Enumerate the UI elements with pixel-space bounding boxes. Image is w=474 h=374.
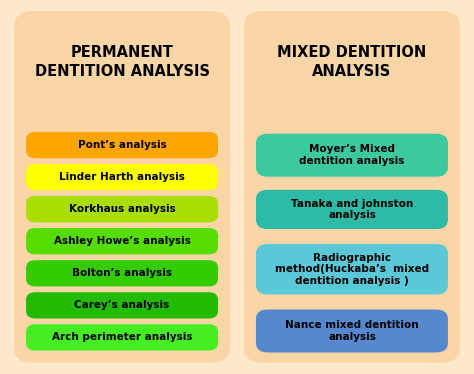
FancyBboxPatch shape: [26, 292, 218, 319]
Text: Moyer’s Mixed
dentition analysis: Moyer’s Mixed dentition analysis: [299, 144, 405, 166]
FancyBboxPatch shape: [26, 132, 218, 158]
Text: PERMANENT
DENTITION ANALYSIS: PERMANENT DENTITION ANALYSIS: [35, 45, 210, 79]
FancyBboxPatch shape: [14, 11, 230, 363]
FancyBboxPatch shape: [244, 11, 460, 363]
Text: Radiographic
method(Huckaba’s  mixed
dentition analysis ): Radiographic method(Huckaba’s mixed dent…: [275, 253, 429, 286]
FancyBboxPatch shape: [256, 134, 448, 177]
Text: Bolton’s analysis: Bolton’s analysis: [72, 268, 172, 278]
Text: MIXED DENTITION
ANALYSIS: MIXED DENTITION ANALYSIS: [277, 45, 427, 79]
Text: Linder Harth analysis: Linder Harth analysis: [59, 172, 185, 182]
FancyBboxPatch shape: [26, 228, 218, 254]
FancyBboxPatch shape: [256, 190, 448, 229]
Text: Korkhaus analysis: Korkhaus analysis: [69, 204, 175, 214]
FancyBboxPatch shape: [26, 164, 218, 190]
Text: Tanaka and johnston
analysis: Tanaka and johnston analysis: [291, 199, 413, 220]
Text: Carey’s analysis: Carey’s analysis: [74, 300, 170, 310]
Text: Nance mixed dentition
analysis: Nance mixed dentition analysis: [285, 320, 419, 342]
FancyBboxPatch shape: [26, 324, 218, 350]
FancyBboxPatch shape: [256, 310, 448, 352]
FancyBboxPatch shape: [256, 244, 448, 295]
Text: Pont’s analysis: Pont’s analysis: [78, 140, 166, 150]
FancyBboxPatch shape: [26, 196, 218, 222]
FancyBboxPatch shape: [26, 260, 218, 286]
Text: Arch perimeter analysis: Arch perimeter analysis: [52, 332, 192, 343]
Text: Ashley Howe’s analysis: Ashley Howe’s analysis: [54, 236, 191, 246]
